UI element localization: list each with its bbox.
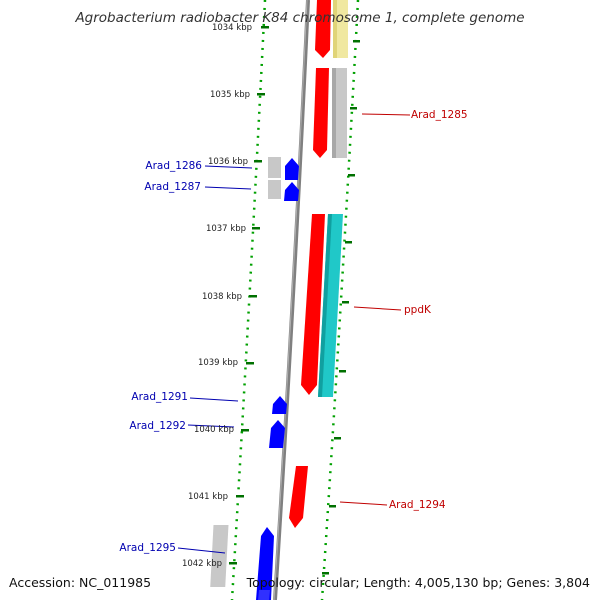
callout-arad-1291 — [189, 397, 239, 402]
outer-tick — [342, 301, 349, 304]
callout-ppdk — [353, 306, 402, 311]
gene-label-arad-1295: Arad_1295 — [119, 542, 176, 554]
cyan-feature-shade — [318, 214, 332, 397]
forward-gene-top — [315, 0, 331, 58]
chromosome-backbone-highlight — [273, 0, 308, 600]
forward-gene-arad-1285 — [313, 68, 329, 158]
map-title: Agrobacterium radiobacter K84 chromosome… — [75, 10, 525, 26]
gene-labels: Arad_1285 Arad_1286 Arad_1287 ppdK Arad_… — [119, 109, 467, 554]
kbp-label: 1040 kbp — [194, 425, 234, 435]
kbp-label: 1042 kbp — [182, 559, 222, 569]
topology-text: Topology: circular; Length: 4,005,130 bp… — [246, 575, 590, 590]
inner-ticks — [229, 26, 269, 565]
outer-tick — [353, 40, 360, 43]
accession-text: Accession: NC_011985 — [9, 575, 152, 590]
reverse-gene-bottom — [258, 590, 270, 600]
callout-arad-1285 — [361, 113, 411, 116]
outer-tick — [329, 505, 336, 508]
gene-label-arad-1291: Arad_1291 — [131, 391, 188, 403]
tick-1037 — [252, 227, 260, 230]
outer-tick — [334, 437, 341, 440]
callout-arad-1292 — [187, 424, 235, 428]
gene-label-arad-1294: Arad_1294 — [389, 499, 446, 511]
yellow-feature-shade — [333, 0, 337, 58]
kbp-label: 1038 kbp — [202, 292, 242, 302]
gene-label-arad-1286: Arad_1286 — [145, 160, 202, 172]
kbp-label: 1036 kbp — [208, 157, 248, 167]
outer-tick — [350, 107, 357, 110]
kbp-labels: 1034 kbp 1035 kbp 1036 kbp 1037 kbp 1038… — [182, 23, 252, 569]
kbp-label: 1037 kbp — [206, 224, 246, 234]
callout-arad-1287 — [204, 186, 252, 190]
kbp-label: 1041 kbp — [188, 492, 228, 502]
forward-gene-arad-1294 — [289, 466, 308, 528]
outer-tick — [339, 370, 346, 373]
tick-1040 — [241, 429, 249, 432]
callout-arad-1286 — [204, 165, 253, 169]
gene-label-arad-1287: Arad_1287 — [144, 181, 201, 193]
chromosome-backbone — [273, 0, 310, 600]
outer-tick — [322, 572, 329, 575]
tick-1036 — [254, 160, 262, 163]
tick-1042 — [229, 562, 237, 565]
outer-tick — [345, 241, 352, 244]
callout-lines — [177, 113, 411, 554]
tick-1041 — [236, 495, 244, 498]
callout-arad-1294 — [339, 501, 388, 506]
outer-ticks — [322, 40, 360, 575]
tick-1035 — [257, 93, 265, 96]
gene-label-ppdk: ppdK — [404, 304, 432, 316]
reverse-gene-arad-1287 — [284, 182, 299, 201]
callout-arad-1295 — [177, 547, 226, 554]
kbp-label: 1035 kbp — [210, 90, 250, 100]
tick-1034 — [261, 26, 269, 29]
outer-tick — [348, 174, 355, 177]
gene-label-arad-1292: Arad_1292 — [129, 420, 186, 432]
grey-feature-divider — [268, 178, 281, 180]
reverse-gene-arad-1286 — [285, 158, 299, 180]
tick-1038 — [249, 295, 257, 298]
forward-gene-ppdk — [301, 214, 325, 395]
reverse-gene-arad-1295 — [256, 527, 274, 600]
kbp-label: 1039 kbp — [198, 358, 238, 368]
grey-feature-shade — [332, 68, 336, 158]
kbp-label: 1034 kbp — [212, 23, 252, 33]
reverse-gene-arad-1291 — [272, 396, 287, 414]
reverse-gene-arad-1292 — [269, 420, 285, 448]
gene-label-arad-1285: Arad_1285 — [411, 109, 468, 121]
grey-feature-arad-1295 — [210, 525, 229, 587]
tick-1039 — [246, 362, 254, 365]
